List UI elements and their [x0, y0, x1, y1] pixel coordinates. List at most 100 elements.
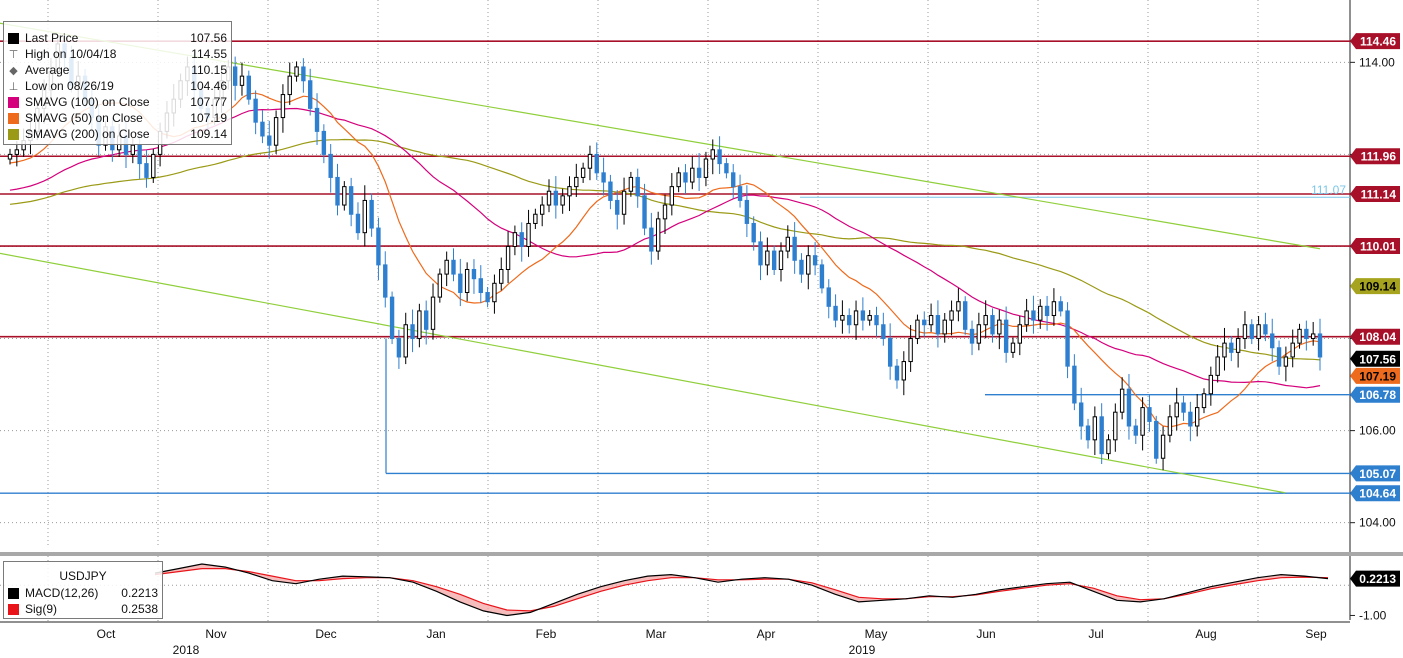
candle: [601, 157, 606, 196]
candle-body: [690, 167, 695, 183]
macd-legend-value: 0.2538: [121, 602, 158, 616]
support-tag-106.78: 106.78: [1350, 386, 1400, 403]
price-tag-107.56-label: 107.56: [1359, 352, 1396, 366]
candle: [14, 141, 20, 167]
candle-body: [874, 315, 879, 326]
candle-body: [1031, 310, 1036, 321]
candle: [942, 312, 947, 343]
candle-body: [635, 176, 640, 197]
candle: [553, 176, 559, 219]
macd-legend-row-sig: Sig(9) 0.2538: [8, 601, 158, 617]
candle: [505, 231, 511, 284]
candle-body: [608, 181, 613, 201]
legend-swatch-last: [8, 32, 19, 44]
candle-body: [485, 292, 490, 303]
candle-body: [615, 199, 620, 215]
candle-body: [1092, 416, 1098, 441]
candle-body: [580, 167, 586, 178]
candle-body: [1174, 402, 1179, 418]
candle-body: [335, 176, 340, 206]
candle-body: [567, 186, 572, 197]
candle-body: [1290, 342, 1295, 358]
support-tag-104.64-label: 104.64: [1359, 487, 1396, 501]
candle: [887, 323, 893, 380]
candle: [1201, 388, 1207, 414]
candle-body: [1038, 305, 1043, 321]
level-tag-111.14-bg: [1350, 185, 1400, 202]
candle-body: [1235, 338, 1241, 353]
candle-body: [915, 319, 920, 340]
candle-body: [389, 296, 395, 340]
candle-body: [990, 315, 995, 335]
x-month-label: Feb: [536, 627, 557, 641]
candle-body: [628, 176, 634, 192]
annotation-label: 111.07: [1311, 183, 1346, 197]
price-tag-107.19-label: 107.19: [1359, 369, 1396, 383]
candle-body: [1188, 411, 1193, 427]
candle-body: [1181, 402, 1186, 413]
candle: [335, 163, 340, 216]
candle: [485, 286, 490, 308]
candle-body: [587, 153, 593, 169]
legend-row-sma50: SMAVG (50) on Close 107.19: [8, 110, 227, 126]
candle: [744, 185, 750, 238]
time-axis: Oct Nov Dec Jan Feb Mar Apr May Jun Jul Aug Sep 2018…: [97, 627, 1327, 657]
level-tag-111.96-bg: [1350, 148, 1400, 165]
candle: [1317, 318, 1323, 371]
candle: [580, 162, 586, 183]
candle: [437, 268, 443, 303]
candle: [1160, 426, 1166, 471]
candle: [901, 351, 906, 396]
candle: [260, 110, 265, 144]
candle: [997, 309, 1002, 350]
candle: [273, 110, 279, 154]
candle: [956, 288, 961, 322]
candle-body: [553, 190, 559, 206]
candle: [1003, 306, 1009, 363]
candle-body: [151, 153, 156, 178]
candle: [1106, 434, 1111, 460]
candle-body: [1024, 310, 1029, 326]
candle: [771, 245, 777, 276]
candle-body: [519, 232, 524, 247]
candle-body: [1140, 407, 1145, 436]
x-month-label: Jun: [976, 627, 995, 641]
candle: [751, 216, 756, 251]
legend-row-sma200: SMAVG (200) on Close 109.14: [8, 126, 227, 142]
candle: [853, 300, 859, 340]
candle-body: [137, 144, 142, 165]
candle-body: [1044, 305, 1050, 317]
candle: [847, 308, 852, 334]
candle: [655, 211, 661, 260]
candle: [458, 258, 463, 307]
candle: [1297, 323, 1302, 349]
candle: [1079, 387, 1084, 440]
candle: [765, 237, 770, 276]
candle-body: [1133, 425, 1138, 436]
candle-body: [314, 107, 320, 132]
candle: [1290, 329, 1295, 368]
candle-body: [785, 236, 791, 252]
candle-body: [294, 66, 299, 77]
candle-body: [1167, 416, 1173, 436]
candle-body: [1317, 333, 1323, 358]
candle-body: [355, 213, 361, 234]
x-year-label: 2018: [173, 643, 200, 657]
candle: [710, 139, 715, 175]
candle: [451, 248, 456, 282]
candle: [1174, 387, 1179, 431]
y-tick-label: 114.00: [1359, 55, 1395, 69]
candle-body: [710, 149, 715, 160]
candle: [922, 311, 927, 337]
candle-body: [662, 204, 668, 220]
candle: [383, 251, 388, 308]
candle: [430, 283, 436, 340]
candle-body: [826, 287, 831, 307]
candle: [294, 61, 299, 82]
candle: [280, 84, 286, 133]
candle: [1310, 321, 1316, 346]
candle: [526, 209, 531, 257]
candle: [1044, 295, 1050, 331]
candle: [1194, 394, 1200, 437]
candle: [1038, 299, 1043, 329]
